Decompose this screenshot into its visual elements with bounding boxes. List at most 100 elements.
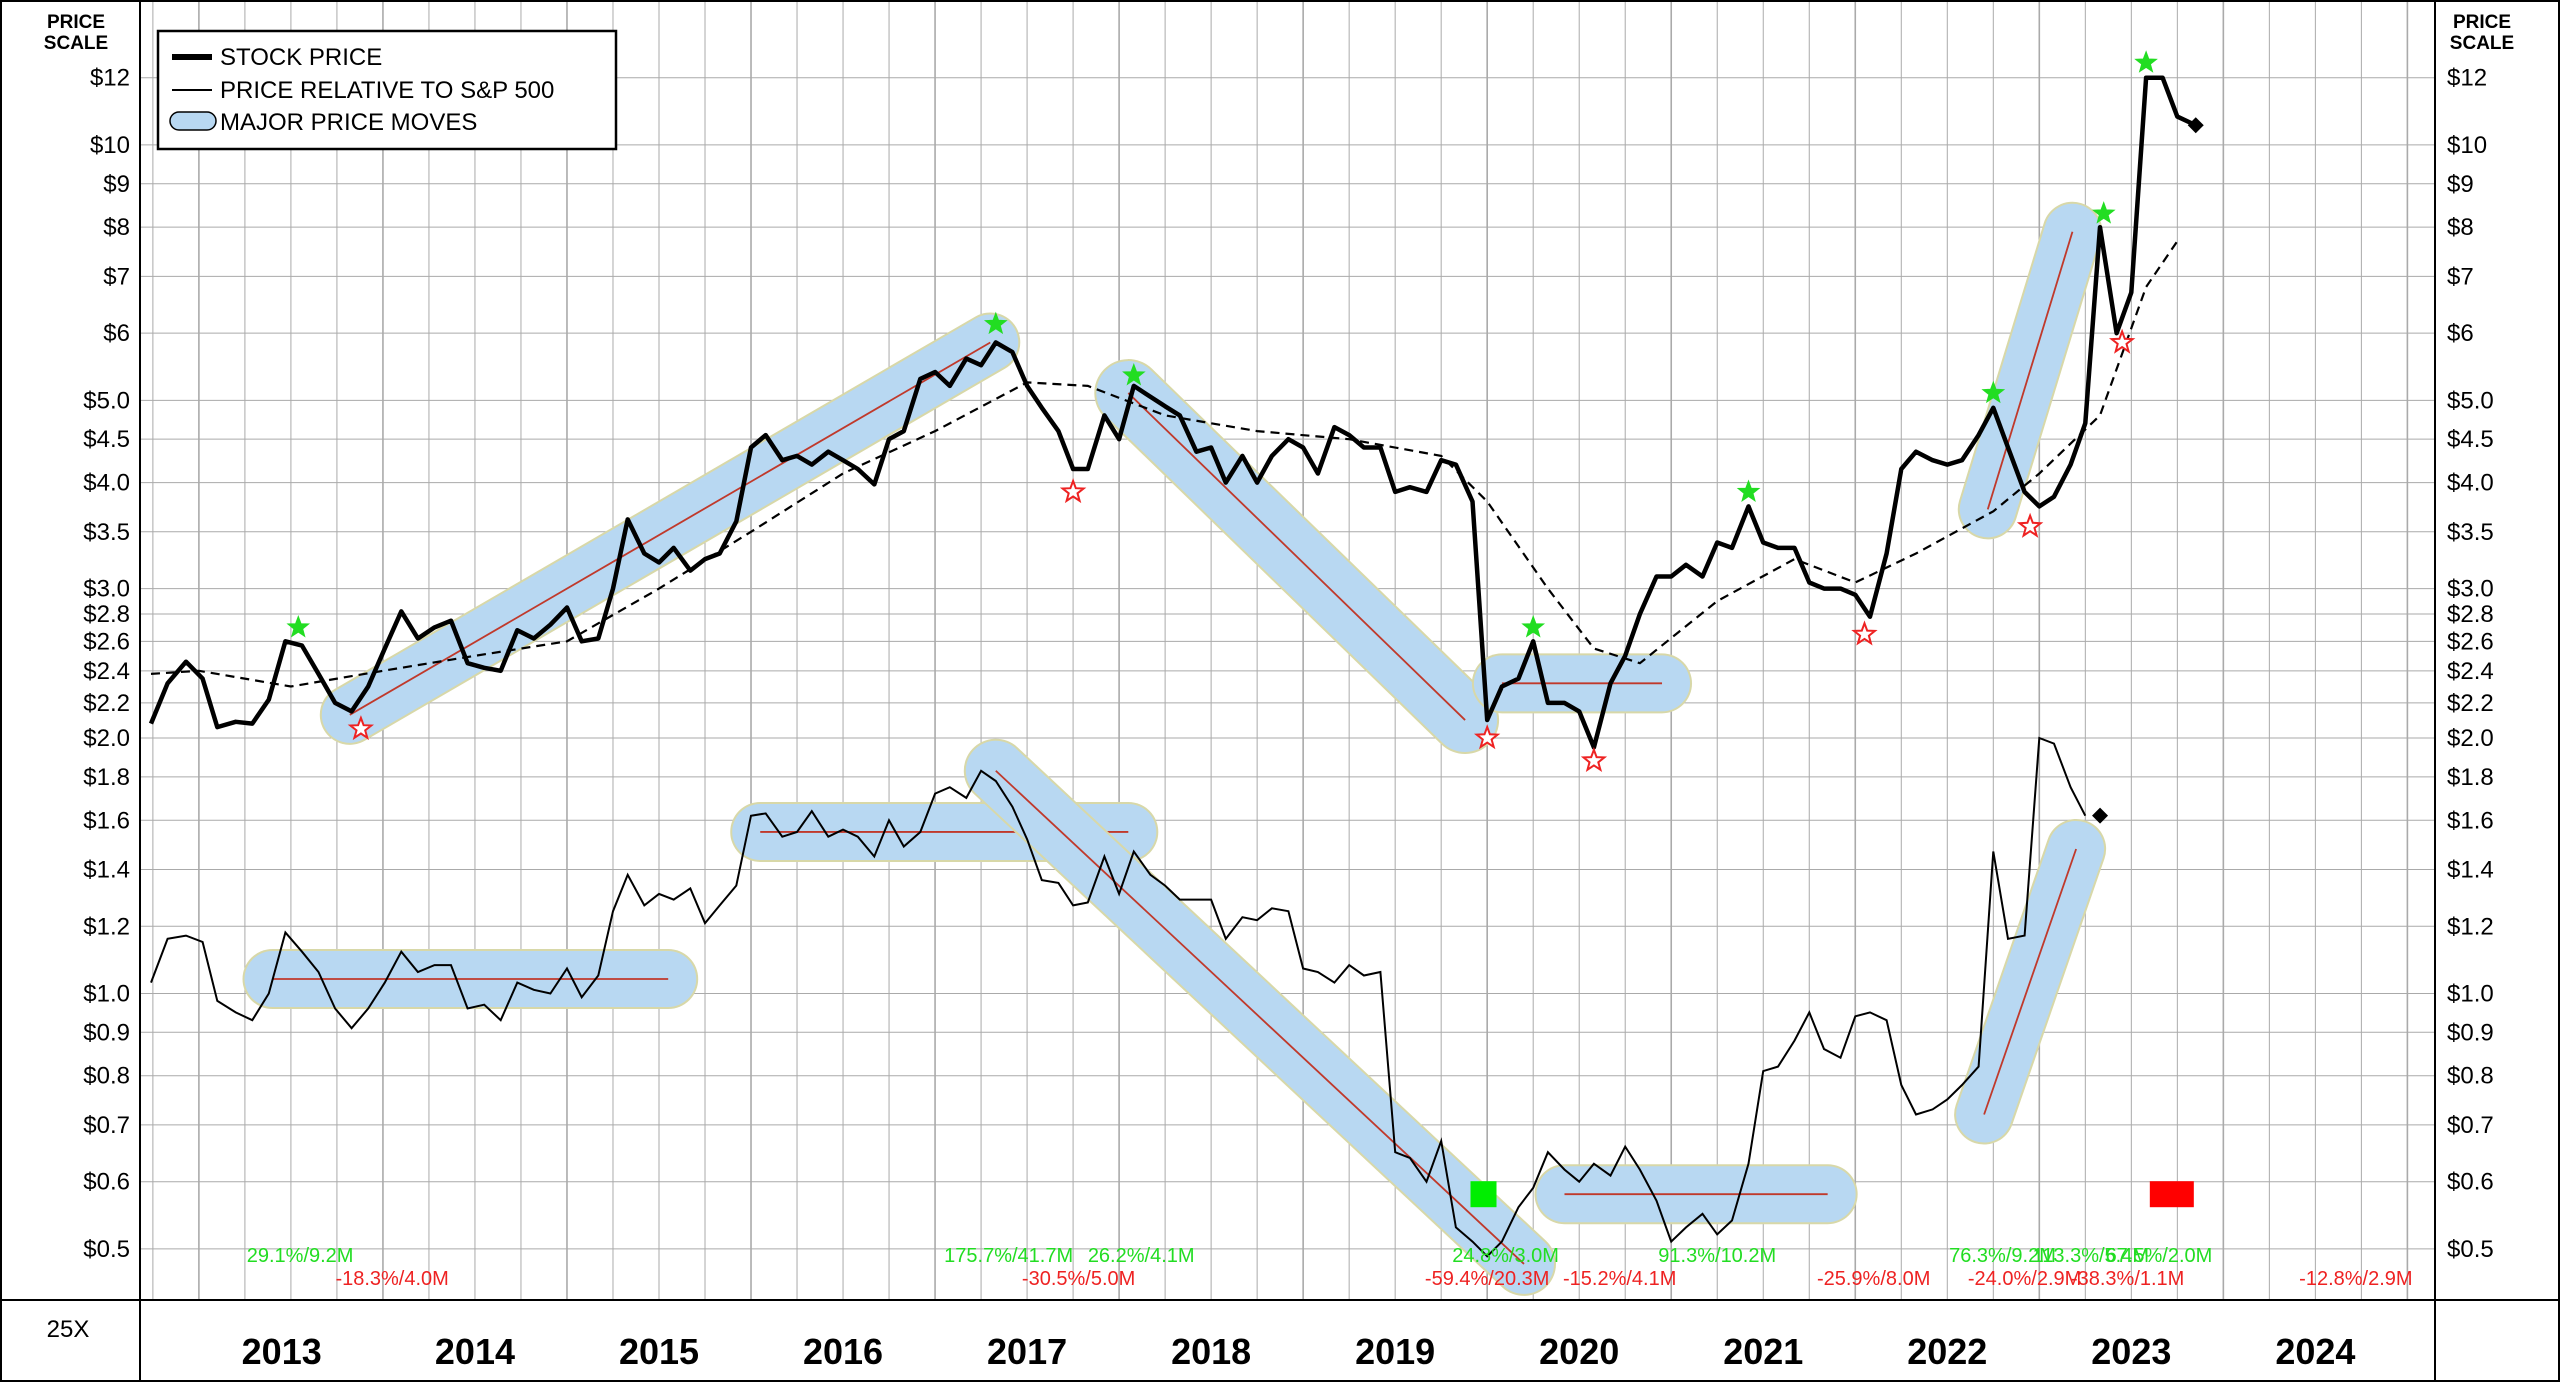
major-price-moves <box>242 201 2107 1296</box>
y-tick-label-left: $3.0 <box>83 576 130 603</box>
signal-square <box>1470 1181 1497 1208</box>
gain-annotation: 91.3%/10.2M <box>1658 1245 1776 1267</box>
legend-label-band: MAJOR PRICE MOVES <box>220 109 477 136</box>
gain-annotation: 175.7%/41.7M <box>944 1245 1073 1267</box>
year-label: 2018 <box>1171 1331 1251 1372</box>
gain-annotation: 24.8%/3.0M <box>1452 1245 1559 1267</box>
stock-moving-average-line <box>150 240 2179 688</box>
red-star-marker <box>1059 478 1087 504</box>
y-tick-label-left: $5.0 <box>83 387 130 414</box>
gain-annotation: 29.1%/9.2M <box>247 1245 354 1267</box>
price-scale-title-left-2: SCALE <box>44 33 108 54</box>
y-tick-label-right: $12 <box>2447 65 2487 92</box>
price-move-trend-line <box>1986 231 2074 510</box>
gain-annotation: 26.2%/4.1M <box>1088 1245 1195 1267</box>
red-star-marker <box>2016 512 2044 538</box>
green-star-marker <box>1981 380 2006 404</box>
green-star-marker <box>1122 362 1146 386</box>
y-tick-label-left: $7 <box>103 263 130 290</box>
y-tick-label-left: $3.5 <box>83 519 130 546</box>
move-annotations: 29.1%/9.2M 175.7%/41.7M 26.2%/4.1M 24.8%/3.… <box>247 1245 2413 1290</box>
price-move-trend-line <box>1983 848 2077 1115</box>
price-move-trend-line <box>1127 392 1466 721</box>
markers <box>286 50 2204 1208</box>
y-tick-label-right: $0.7 <box>2447 1112 2494 1139</box>
loss-annotation: -59.4%/20.3M <box>1425 1268 1550 1290</box>
green-star-marker <box>983 311 1008 335</box>
year-label: 2016 <box>803 1331 883 1372</box>
y-tick-label-left: $1.4 <box>83 856 130 883</box>
y-tick-label-left: $4.0 <box>83 470 130 497</box>
legend-swatch-band <box>169 111 217 131</box>
stock-price-line <box>148 75 2194 750</box>
legend-label-stock: STOCK PRICE <box>220 44 382 71</box>
y-tick-label-left: $2.2 <box>83 690 130 717</box>
price-scale-title-right-2: SCALE <box>2450 33 2514 54</box>
y-tick-label-right: $2.4 <box>2447 658 2494 685</box>
y-tick-label-right: $3.0 <box>2447 576 2494 603</box>
y-tick-label-right: $7 <box>2447 263 2474 290</box>
year-label: 2014 <box>435 1331 515 1372</box>
y-tick-label-left: $0.9 <box>83 1019 130 1046</box>
y-tick-label-right: $1.2 <box>2447 913 2494 940</box>
loss-annotation: -30.5%/5.0M <box>1022 1268 1135 1290</box>
gain-annotation: 76.3%/9.2M <box>1949 1245 2056 1267</box>
y-tick-label-right: $5.0 <box>2447 387 2494 414</box>
y-tick-label-right: $4.5 <box>2447 426 2494 453</box>
y-tick-label-left: $0.7 <box>83 1112 130 1139</box>
red-star-marker <box>1851 620 1878 646</box>
red-star-marker <box>347 715 375 741</box>
y-tick-label-right: $0.9 <box>2447 1019 2494 1046</box>
loss-annotation: -24.0%/2.9M <box>1968 1268 2081 1290</box>
y-tick-label-left: $4.5 <box>83 426 130 453</box>
year-label: 2019 <box>1355 1331 1435 1372</box>
y-tick-label-right: $2.8 <box>2447 601 2494 628</box>
y-tick-label-right: $3.5 <box>2447 519 2494 546</box>
legend: STOCK PRICE PRICE RELATIVE TO S&P 500 MA… <box>156 29 618 151</box>
series <box>148 75 2194 1258</box>
green-star-marker <box>1736 479 1761 502</box>
signal-square <box>2149 1181 2194 1208</box>
y-tick-label-left: $9 <box>103 171 130 198</box>
year-label: 2022 <box>1907 1331 1987 1372</box>
y-tick-label-left: $1.8 <box>83 764 130 791</box>
legend-label-relative: PRICE RELATIVE TO S&P 500 <box>220 77 554 104</box>
y-tick-label-right: $0.6 <box>2447 1169 2494 1196</box>
year-label: 2015 <box>619 1331 699 1372</box>
y-tick-label-left: $2.4 <box>83 658 130 685</box>
y-tick-label-left: $1.2 <box>83 913 130 940</box>
red-star-marker <box>1473 724 1501 750</box>
y-tick-label-left: $0.8 <box>83 1063 130 1090</box>
y-tick-label-right: $2.0 <box>2447 725 2494 752</box>
year-label: 2023 <box>2091 1331 2171 1372</box>
end-diamond-marker <box>2187 117 2204 134</box>
gain-annotation: 67.5%/2.0M <box>2106 1245 2213 1267</box>
y-tick-label-left: $2.0 <box>83 725 130 752</box>
y-tick-label-right: $10 <box>2447 132 2487 159</box>
y-tick-label-left: $1.0 <box>83 980 130 1007</box>
y-tick-label-right: $2.2 <box>2447 690 2494 717</box>
y-tick-label-right: $2.6 <box>2447 628 2494 655</box>
green-star-marker <box>2134 50 2158 73</box>
y-tick-label-left: $12 <box>90 65 130 92</box>
y-tick-label-left: $8 <box>103 214 130 241</box>
loss-annotation: -38.3%/1.1M <box>2071 1268 2184 1290</box>
y-tick-label-left: $0.5 <box>83 1236 130 1263</box>
price-move-trend-line <box>349 341 991 716</box>
loss-annotation: -18.3%/4.0M <box>335 1268 448 1290</box>
y-tick-label-right: $4.0 <box>2447 470 2494 497</box>
y-tick-label-right: $1.6 <box>2447 807 2494 834</box>
red-star-marker <box>2108 328 2136 354</box>
x-axis: 2013 2014 2015 2016 2017 2018 2019 2020 2021 2022… <box>242 1331 2356 1372</box>
y-tick-label-right: $0.8 <box>2447 1063 2494 1090</box>
loss-annotation: -12.8%/2.9M <box>2299 1268 2412 1290</box>
relative-to-sp500-line <box>150 736 2087 1258</box>
loss-annotation: -15.2%/4.1M <box>1563 1268 1676 1290</box>
green-star-marker <box>286 614 311 638</box>
y-tick-label-left: $10 <box>90 132 130 159</box>
y-tick-label-right: $1.8 <box>2447 764 2494 791</box>
end-diamond-marker <box>2092 807 2109 824</box>
y-tick-label-right: $0.5 <box>2447 1236 2494 1263</box>
